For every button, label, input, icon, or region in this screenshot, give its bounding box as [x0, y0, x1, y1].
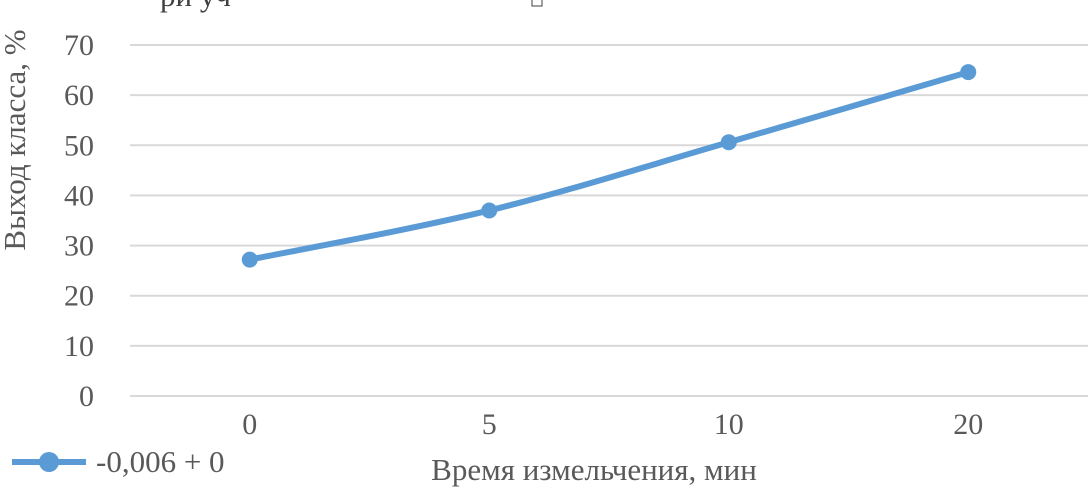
y-tick-label: 70: [64, 29, 94, 62]
series-line-0: [246, 69, 972, 263]
x-axis-ticks: 0 5 10 20: [242, 408, 983, 441]
x-tick-label: 5: [482, 408, 497, 441]
data-point: [960, 64, 977, 81]
y-axis-title: Выход класса, %: [0, 29, 32, 250]
y-tick-label: 40: [64, 179, 94, 212]
x-tick-label: 0: [242, 408, 257, 441]
y-tick-label: 20: [64, 280, 94, 313]
x-tick-label: 20: [953, 408, 983, 441]
y-axis-ticks: 0 10 20 30 40 50 60 70: [64, 29, 94, 413]
x-axis-title: Время измельчения, мин: [431, 452, 757, 487]
data-point: [481, 202, 498, 219]
series-layer: [241, 64, 977, 268]
y-tick-label: 30: [64, 230, 94, 263]
legend-label: -0,006 + 0: [96, 444, 225, 479]
title-glyph-box: [531, 0, 543, 7]
data-point: [241, 251, 258, 268]
data-point: [720, 134, 737, 151]
y-tick-label: 50: [64, 129, 94, 162]
x-tick-label: 10: [714, 408, 744, 441]
y-tick-label: 0: [79, 380, 94, 413]
legend: -0,006 + 0: [12, 444, 225, 479]
legend-marker: [39, 452, 59, 472]
y-tick-label: 60: [64, 79, 94, 112]
y-tick-label: 10: [64, 330, 94, 363]
gridlines: [130, 44, 1088, 397]
chart-title-fragment: ри уч: [160, 0, 231, 13]
